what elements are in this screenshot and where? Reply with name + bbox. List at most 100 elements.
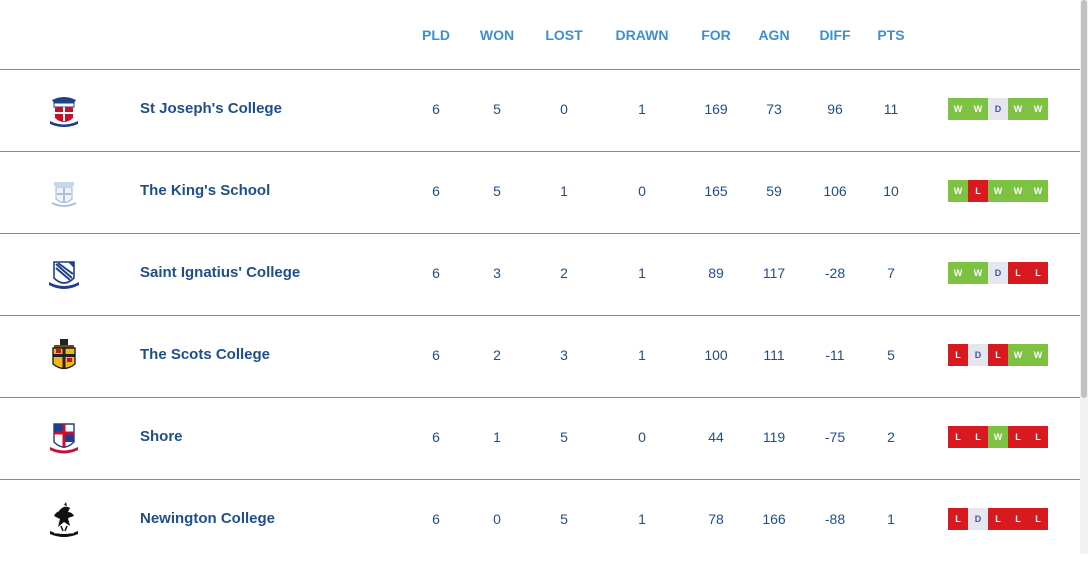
cell-diff: 106 xyxy=(823,183,847,199)
form-badge: L xyxy=(1008,262,1028,284)
cell-pts: 11 xyxy=(883,101,899,117)
col-pld[interactable]: PLD xyxy=(422,27,450,43)
form-badge: W xyxy=(1028,98,1048,120)
form-badge: W xyxy=(948,98,968,120)
cell-won: 3 xyxy=(493,265,501,281)
shore-crest xyxy=(44,418,84,458)
cell-agn: 111 xyxy=(763,347,785,363)
scots-college-crest xyxy=(44,336,84,376)
table-row: Shore 6 1 5 0 44 119 -75 2 L L W L L xyxy=(0,398,1080,480)
form-badge: L xyxy=(1028,508,1048,530)
form-badge: D xyxy=(968,344,988,366)
form-badge: L xyxy=(988,508,1008,530)
cell-agn: 117 xyxy=(762,265,786,281)
form-badge: L xyxy=(1028,262,1048,284)
form-badge: L xyxy=(948,426,968,448)
cell-pld: 6 xyxy=(432,429,440,445)
team-name-link[interactable]: The King's School xyxy=(140,182,271,199)
cell-pts: 5 xyxy=(887,347,895,363)
team-name-link[interactable]: St Joseph's College xyxy=(140,100,282,117)
cell-drawn: 1 xyxy=(638,347,646,363)
form-badge: W xyxy=(968,262,988,284)
table-row: Saint Ignatius' College 6 3 2 1 89 117 -28 7 W W D L… xyxy=(0,234,1080,316)
cell-diff: -88 xyxy=(824,511,846,527)
team-name-link[interactable]: Shore xyxy=(140,428,183,445)
saint-ignatius-crest xyxy=(44,254,84,294)
cell-won: 2 xyxy=(493,347,501,363)
cell-agn: 73 xyxy=(766,101,782,117)
team-name-link[interactable]: Newington College xyxy=(140,510,275,527)
cell-diff: -28 xyxy=(824,265,846,281)
cell-agn: 119 xyxy=(762,429,786,445)
cell-pld: 6 xyxy=(432,183,440,199)
cell-pld: 6 xyxy=(432,265,440,281)
kings-school-crest xyxy=(44,172,84,212)
form-badge: W xyxy=(948,262,968,284)
form-badge: W xyxy=(1028,344,1048,366)
cell-pld: 6 xyxy=(432,101,440,117)
form-badge: W xyxy=(1008,180,1028,202)
col-for[interactable]: FOR xyxy=(701,27,731,43)
form-badge: L xyxy=(1008,508,1028,530)
cell-pts: 2 xyxy=(887,429,895,445)
st-josephs-crest xyxy=(44,90,84,130)
form-badge: L xyxy=(968,180,988,202)
cell-for: 100 xyxy=(704,347,728,363)
cell-lost: 1 xyxy=(560,183,568,199)
col-drawn[interactable]: DRAWN xyxy=(615,27,669,43)
team-name-link[interactable]: Saint Ignatius' College xyxy=(140,264,301,281)
form-badge: W xyxy=(1008,344,1028,366)
form-badge: L xyxy=(948,344,968,366)
col-won[interactable]: WON xyxy=(479,27,515,43)
cell-won: 0 xyxy=(493,511,501,527)
team-name-link[interactable]: The Scots College xyxy=(140,346,271,363)
cell-for: 78 xyxy=(708,511,724,527)
table-row: The Scots College 6 2 3 1 100 111 -11 5 L D L W W xyxy=(0,316,1080,398)
cell-lost: 3 xyxy=(560,347,568,363)
form-badge: D xyxy=(988,262,1008,284)
form-badge: L xyxy=(1028,426,1048,448)
cell-drawn: 0 xyxy=(638,183,646,199)
form-badge: W xyxy=(988,426,1008,448)
form-badge: L xyxy=(988,344,1008,366)
table-header: PLD WON LOST DRAWN FOR AGN DIFF PTS xyxy=(0,0,1080,70)
scrollbar-thumb[interactable] xyxy=(1081,0,1087,398)
cell-for: 169 xyxy=(704,101,728,117)
cell-for: 165 xyxy=(704,183,728,199)
col-agn[interactable]: AGN xyxy=(758,27,790,43)
table-row: The King's School 6 5 1 0 165 59 106 10 W L W W W xyxy=(0,152,1080,234)
form-badge: D xyxy=(988,98,1008,120)
form-badge: D xyxy=(968,508,988,530)
cell-pld: 6 xyxy=(432,511,440,527)
cell-won: 5 xyxy=(493,101,501,117)
newington-crest xyxy=(44,500,84,540)
form-badge: L xyxy=(948,508,968,530)
form-badge: W xyxy=(988,180,1008,202)
form-badge: L xyxy=(968,426,988,448)
cell-lost: 5 xyxy=(560,429,568,445)
cell-drawn: 0 xyxy=(638,429,646,445)
col-pts[interactable]: PTS xyxy=(877,27,905,43)
cell-won: 1 xyxy=(493,429,501,445)
cell-lost: 0 xyxy=(560,101,568,117)
form-badge: W xyxy=(1028,180,1048,202)
cell-drawn: 1 xyxy=(638,265,646,281)
form-badge: W xyxy=(948,180,968,202)
scrollbar-track[interactable] xyxy=(1080,0,1088,554)
form-badge: L xyxy=(1008,426,1028,448)
cell-drawn: 1 xyxy=(638,511,646,527)
cell-agn: 59 xyxy=(766,183,782,199)
col-lost[interactable]: LOST xyxy=(545,27,583,43)
form-badge: W xyxy=(1008,98,1028,120)
cell-for: 89 xyxy=(708,265,724,281)
cell-diff: -75 xyxy=(824,429,846,445)
cell-won: 5 xyxy=(493,183,501,199)
cell-pts: 10 xyxy=(883,183,899,199)
cell-diff: -11 xyxy=(825,347,845,363)
col-diff[interactable]: DIFF xyxy=(819,27,851,43)
